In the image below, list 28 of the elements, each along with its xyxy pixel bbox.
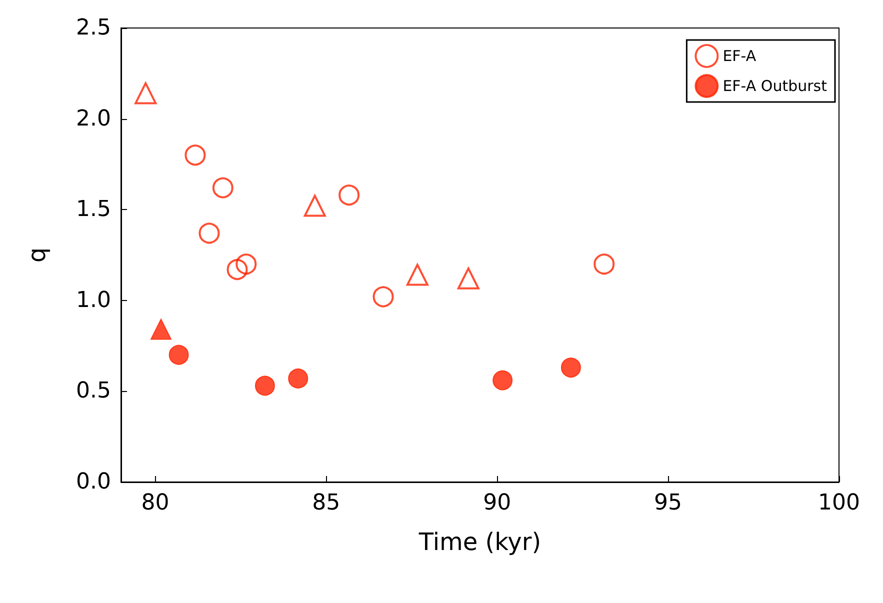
point bbox=[288, 368, 308, 388]
x-tick-label: 95 bbox=[654, 490, 682, 516]
x-tick-label: 80 bbox=[141, 490, 170, 516]
y-tick-label: 1.0 bbox=[76, 288, 111, 313]
legend-label: EF-A bbox=[722, 47, 757, 65]
y-tick-label: 1.5 bbox=[76, 197, 111, 222]
y-tick-label: 2.5 bbox=[76, 16, 111, 40]
y-tick-label: 0.0 bbox=[76, 470, 111, 494]
y-tick-label: 2.0 bbox=[76, 106, 111, 132]
x-tick-label: 100 bbox=[818, 490, 860, 516]
point bbox=[372, 286, 394, 308]
y-axis-title: q bbox=[23, 247, 51, 263]
x-tick-label: 90 bbox=[483, 490, 512, 516]
point bbox=[226, 259, 248, 280]
point bbox=[168, 344, 189, 365]
x-tick-label: 85 bbox=[312, 490, 340, 516]
point bbox=[254, 376, 275, 396]
x-axis-title: Time (kyr) bbox=[418, 528, 542, 556]
y-tick-label: 0.5 bbox=[76, 378, 111, 404]
point bbox=[236, 254, 257, 275]
point bbox=[184, 144, 206, 166]
point bbox=[212, 177, 234, 198]
point bbox=[492, 370, 513, 390]
legend-label: EF-A Outburst bbox=[722, 77, 828, 95]
point bbox=[198, 222, 220, 244]
point bbox=[338, 184, 360, 206]
point bbox=[560, 358, 581, 378]
point bbox=[594, 254, 615, 275]
